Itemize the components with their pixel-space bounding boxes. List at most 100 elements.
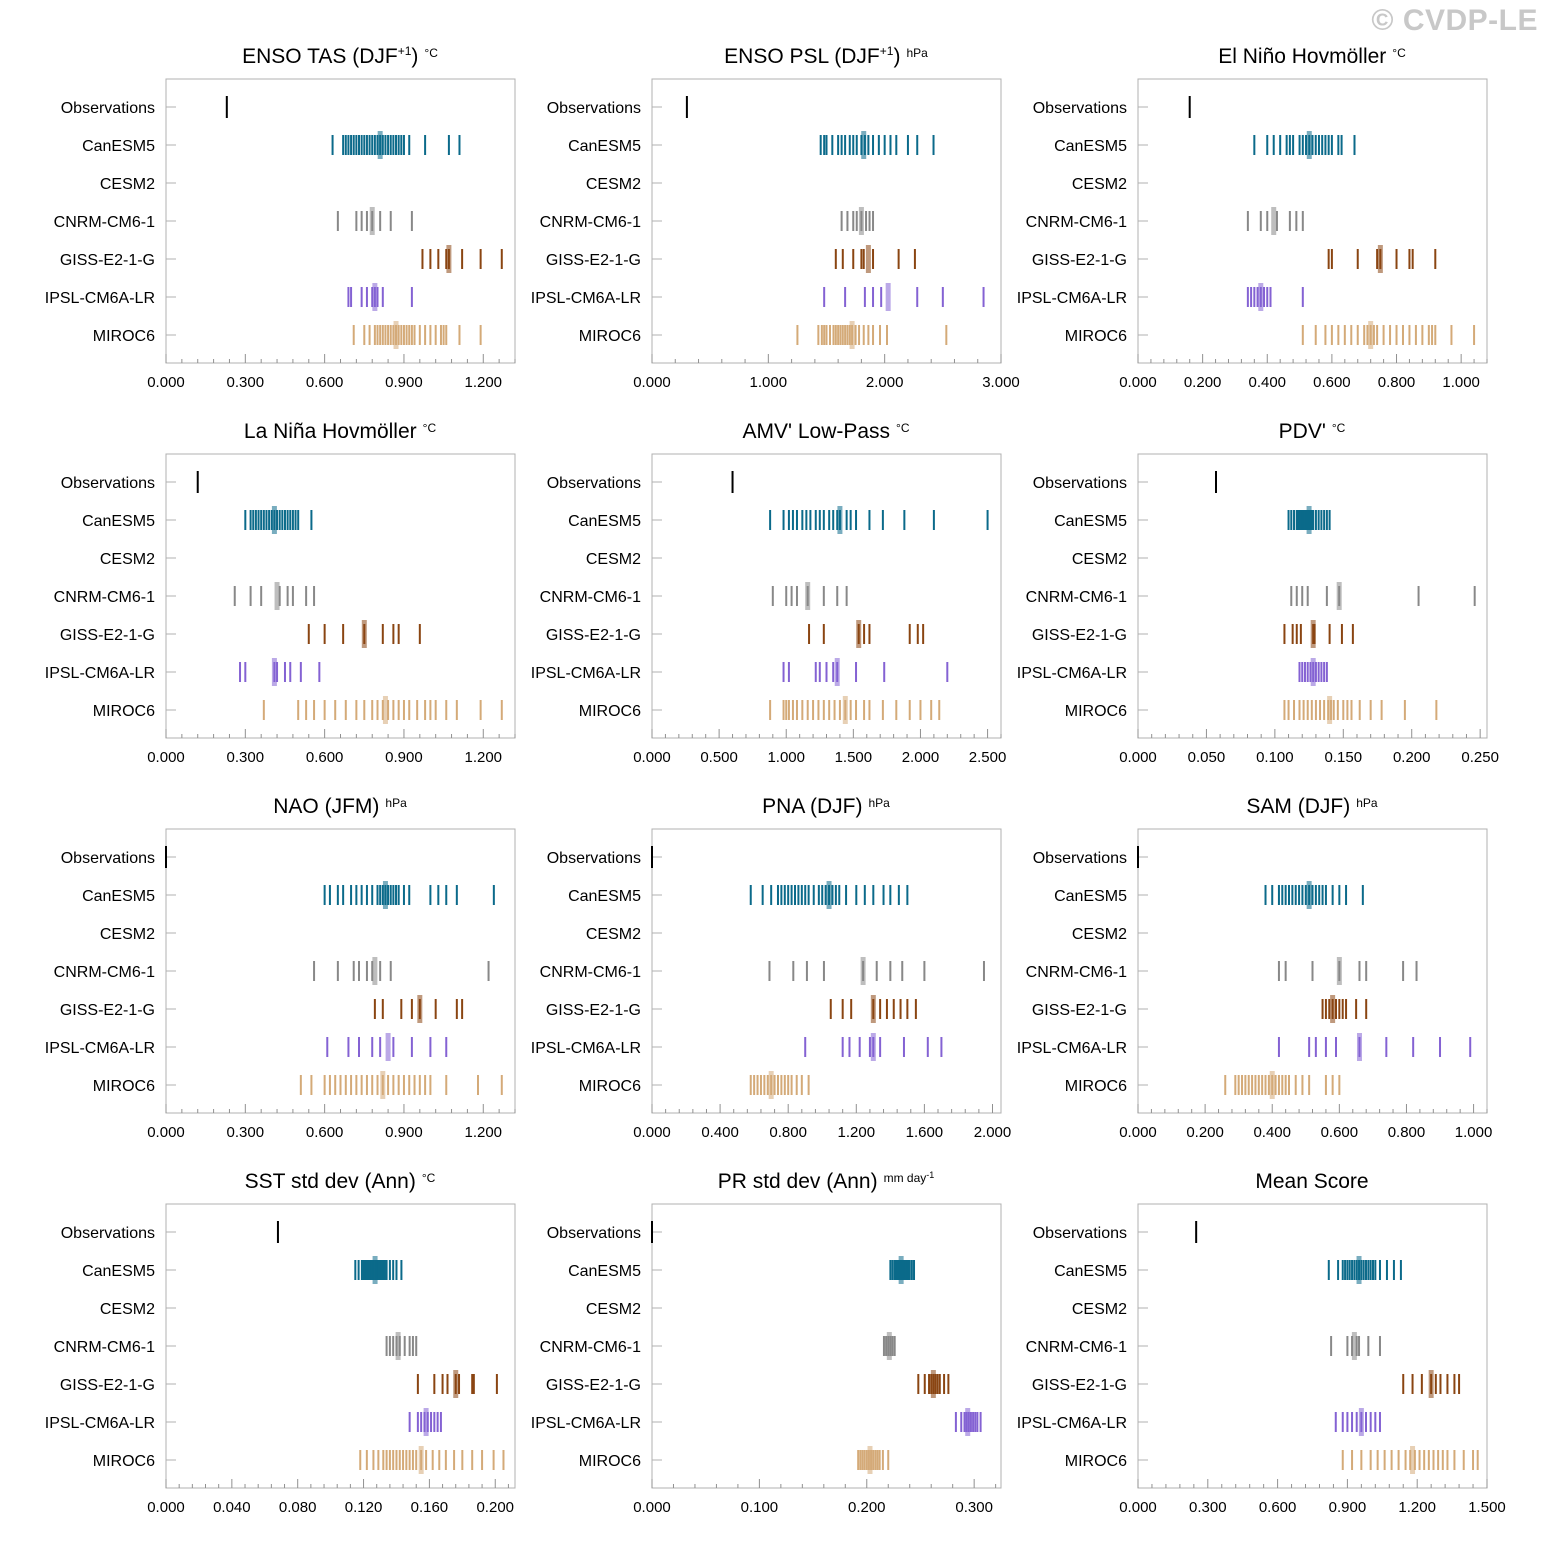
tick-label: 0.000 [147, 1124, 185, 1141]
tick-label: 0.300 [227, 374, 265, 391]
row-label: GISS-E2-1-G [60, 252, 155, 269]
row-label: GISS-E2-1-G [546, 1002, 641, 1019]
tick-label: 1.500 [1468, 1499, 1506, 1516]
tick-label: 0.000 [1119, 1499, 1157, 1516]
row-label: CanESM5 [1054, 888, 1127, 905]
row-label: CNRM-CM6-1 [54, 964, 155, 981]
panel-title: ENSO PSL (DJF+1) hPa [724, 44, 928, 68]
tick-label: 1.000 [1442, 374, 1480, 391]
row-label: CNRM-CM6-1 [540, 214, 641, 231]
panel-12: Mean Score Observations CanESM5 CESM2 CNRM-C… [1017, 1170, 1506, 1516]
panel-title: PR std dev (Ann) mm day-1 [718, 1170, 935, 1193]
row-label: CNRM-CM6-1 [1026, 589, 1127, 606]
tick-label: 0.200 [848, 1499, 886, 1516]
tick-label: 0.400 [1248, 374, 1286, 391]
panel-title: La Niña Hovmöller °C [244, 420, 437, 443]
panel-title: El Niño Hovmöller °C [1218, 45, 1406, 68]
row-label: GISS-E2-1-G [60, 1377, 155, 1394]
tick-label: 2.000 [866, 374, 904, 391]
panel-frame [165, 453, 516, 739]
tick-label: 0.250 [1461, 749, 1499, 766]
row-label: GISS-E2-1-G [546, 627, 641, 644]
panel-title: AMV' Low-Pass °C [742, 420, 909, 443]
tick-label: 1.200 [464, 749, 502, 766]
tick-label: 0.800 [1378, 374, 1416, 391]
tick-label: 0.000 [147, 1499, 185, 1516]
tick-label: 0.000 [147, 749, 185, 766]
tick-label: 0.120 [345, 1499, 383, 1516]
tick-label: 0.040 [213, 1499, 251, 1516]
row-label: IPSL-CM6A-LR [45, 1040, 155, 1057]
tick-label: 0.000 [147, 374, 185, 391]
row-label: GISS-E2-1-G [1032, 627, 1127, 644]
row-label: MIROC6 [579, 328, 641, 345]
row-label: IPSL-CM6A-LR [1017, 665, 1127, 682]
row-label: IPSL-CM6A-LR [531, 1040, 641, 1057]
row-label: MIROC6 [93, 1078, 155, 1095]
row-label: MIROC6 [1065, 703, 1127, 720]
panel-frame [651, 453, 1002, 739]
tick-label: 1.200 [838, 1124, 876, 1141]
tick-label: 0.000 [1119, 374, 1157, 391]
tick-label: 0.200 [1186, 1124, 1224, 1141]
tick-label: 1.600 [906, 1124, 944, 1141]
row-label: MIROC6 [579, 1078, 641, 1095]
panel-3: El Niño Hovmöller °C Observations CanESM5 CE… [1017, 45, 1488, 391]
panel-title: SST std dev (Ann) °C [245, 1170, 436, 1193]
row-label: GISS-E2-1-G [1032, 1002, 1127, 1019]
row-label: CanESM5 [82, 513, 155, 530]
row-label: CanESM5 [82, 888, 155, 905]
panel-frame [1137, 1203, 1488, 1489]
row-label: IPSL-CM6A-LR [531, 290, 641, 307]
tick-label: 0.300 [955, 1499, 993, 1516]
tick-label: 0.300 [1189, 1499, 1227, 1516]
tick-label: 0.000 [1119, 1124, 1157, 1141]
row-label: MIROC6 [1065, 1453, 1127, 1470]
tick-label: 1.200 [464, 374, 502, 391]
tick-label: 0.000 [633, 1499, 671, 1516]
tick-label: 0.160 [411, 1499, 449, 1516]
panel-frame [1137, 453, 1488, 739]
panel-frame [165, 1203, 516, 1489]
tick-label: 1.000 [767, 749, 805, 766]
row-label: CanESM5 [1054, 1263, 1127, 1280]
watermark: © CVDP-LE [1371, 4, 1538, 37]
tick-label: 0.500 [700, 749, 738, 766]
panel-title: Mean Score [1255, 1170, 1368, 1193]
row-label: Observations [1033, 850, 1127, 867]
tick-label: 0.900 [385, 1124, 423, 1141]
tick-label: 1.500 [835, 749, 873, 766]
panel-frame [165, 78, 516, 364]
row-label: CanESM5 [82, 138, 155, 155]
panel-11: PR std dev (Ann) mm day-1 Observations CanE… [531, 1170, 1002, 1516]
panel-frame [1137, 78, 1488, 364]
tick-label: 0.300 [227, 749, 265, 766]
tick-label: 0.200 [1393, 749, 1431, 766]
panel-5: AMV' Low-Pass °C Observations CanESM5 CESM2 C… [531, 420, 1007, 766]
row-label: IPSL-CM6A-LR [45, 665, 155, 682]
panel-frame [165, 828, 516, 1114]
row-label: Observations [547, 100, 641, 117]
row-label: CanESM5 [568, 513, 641, 530]
row-label: MIROC6 [93, 703, 155, 720]
panel-2: ENSO PSL (DJF+1) hPa Observations CanESM5 CE… [531, 44, 1020, 391]
row-label: Observations [61, 475, 155, 492]
row-label: CanESM5 [568, 138, 641, 155]
tick-label: 1.000 [1455, 1124, 1493, 1141]
row-label: GISS-E2-1-G [546, 1377, 641, 1394]
row-label: CESM2 [100, 176, 155, 193]
row-label: MIROC6 [1065, 328, 1127, 345]
row-label: Observations [547, 850, 641, 867]
tick-label: 2.000 [974, 1124, 1012, 1141]
row-label: Observations [547, 475, 641, 492]
row-label: GISS-E2-1-G [1032, 1377, 1127, 1394]
panel-frame [651, 78, 1002, 364]
row-label: MIROC6 [579, 703, 641, 720]
tick-label: 0.000 [633, 374, 671, 391]
row-label: GISS-E2-1-G [60, 627, 155, 644]
tick-label: 0.000 [1119, 749, 1157, 766]
tick-label: 0.400 [701, 1124, 739, 1141]
tick-label: 0.600 [1259, 1499, 1297, 1516]
row-label: IPSL-CM6A-LR [1017, 1415, 1127, 1432]
